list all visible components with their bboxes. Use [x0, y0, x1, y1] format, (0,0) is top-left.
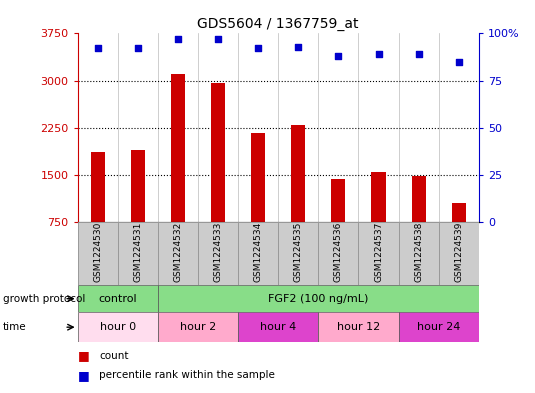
Bar: [131, 151, 145, 222]
Text: ■: ■: [78, 349, 89, 362]
Bar: [238, 222, 278, 285]
Bar: [439, 222, 479, 285]
Text: FGF2 (100 ng/mL): FGF2 (100 ng/mL): [268, 294, 369, 304]
Text: hour 0: hour 0: [100, 322, 136, 332]
Point: [334, 53, 342, 59]
Text: hour 12: hour 12: [337, 322, 380, 332]
Point: [414, 51, 423, 57]
Point: [294, 44, 303, 50]
Text: hour 2: hour 2: [180, 322, 216, 332]
Bar: [278, 222, 318, 285]
Text: GSM1224536: GSM1224536: [334, 222, 343, 283]
Text: control: control: [98, 294, 137, 304]
Bar: [399, 312, 479, 342]
Bar: [452, 202, 466, 222]
Bar: [291, 125, 305, 222]
Bar: [411, 176, 426, 222]
Text: GSM1224530: GSM1224530: [93, 222, 102, 283]
Title: GDS5604 / 1367759_at: GDS5604 / 1367759_at: [197, 17, 359, 31]
Text: GSM1224534: GSM1224534: [254, 222, 263, 282]
Text: GSM1224532: GSM1224532: [173, 222, 182, 282]
Text: GSM1224538: GSM1224538: [414, 222, 423, 283]
Text: hour 4: hour 4: [260, 322, 296, 332]
Bar: [251, 133, 265, 222]
Text: ■: ■: [78, 369, 89, 382]
Bar: [318, 222, 358, 285]
Text: percentile rank within the sample: percentile rank within the sample: [99, 370, 275, 380]
Text: GSM1224539: GSM1224539: [454, 222, 463, 283]
Text: GSM1224535: GSM1224535: [294, 222, 303, 283]
Point: [134, 45, 142, 51]
Bar: [158, 285, 479, 312]
Bar: [78, 312, 158, 342]
Bar: [371, 172, 386, 222]
Text: time: time: [3, 322, 26, 332]
Text: GSM1224533: GSM1224533: [213, 222, 223, 283]
Bar: [238, 312, 318, 342]
Bar: [198, 222, 238, 285]
Bar: [399, 222, 439, 285]
Bar: [78, 222, 118, 285]
Bar: [118, 222, 158, 285]
Bar: [158, 312, 238, 342]
Bar: [171, 74, 185, 222]
Text: count: count: [99, 351, 128, 361]
Point: [455, 59, 463, 65]
Point: [254, 45, 262, 51]
Bar: [318, 312, 399, 342]
Point: [213, 36, 223, 42]
Point: [374, 51, 383, 57]
Text: GSM1224531: GSM1224531: [133, 222, 142, 283]
Bar: [211, 83, 225, 222]
Point: [93, 45, 102, 51]
Bar: [90, 152, 105, 222]
Text: growth protocol: growth protocol: [3, 294, 85, 304]
Text: GSM1224537: GSM1224537: [374, 222, 383, 283]
Point: [173, 36, 182, 42]
Bar: [78, 285, 158, 312]
Bar: [358, 222, 399, 285]
Bar: [158, 222, 198, 285]
Text: hour 24: hour 24: [417, 322, 461, 332]
Bar: [331, 179, 346, 222]
